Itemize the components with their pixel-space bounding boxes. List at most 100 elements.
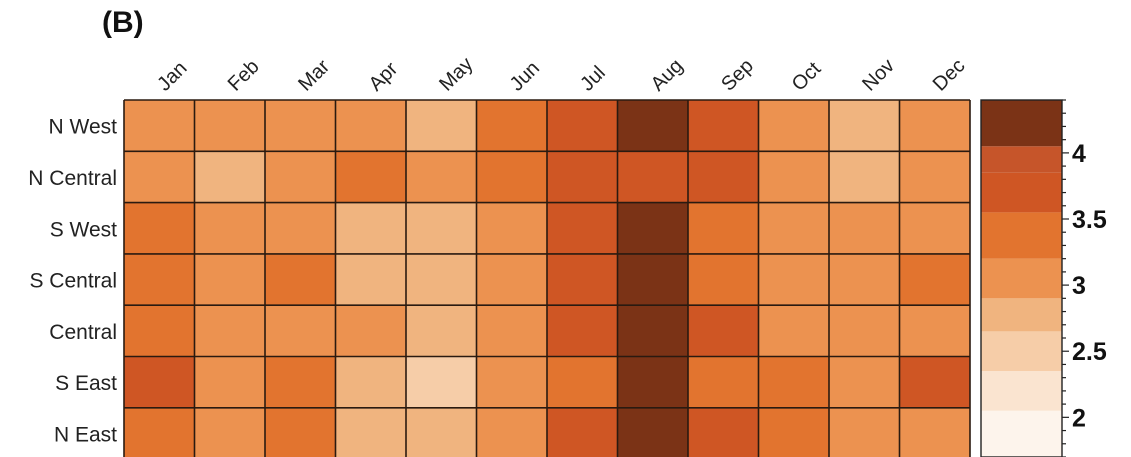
heatmap-cell bbox=[194, 253, 265, 306]
colorbar-tick-label: 4 bbox=[1072, 140, 1086, 168]
heatmap-cell bbox=[617, 305, 688, 357]
heatmap-cell bbox=[194, 356, 265, 408]
row-label: S Central bbox=[29, 270, 117, 293]
heatmap-cell bbox=[829, 151, 900, 203]
heatmap-cell bbox=[124, 100, 195, 152]
heatmap-cell bbox=[265, 202, 336, 254]
heatmap-cell bbox=[758, 253, 829, 306]
heatmap-cell bbox=[899, 253, 970, 306]
heatmap-cell bbox=[406, 305, 477, 357]
heatmap-cell bbox=[617, 151, 688, 203]
colorbar-frame bbox=[980, 99, 1063, 457]
row-label: Central bbox=[49, 321, 117, 344]
heatmap-cell bbox=[335, 151, 406, 203]
colorbar-bin bbox=[981, 100, 1062, 147]
heatmap-cell bbox=[758, 356, 829, 408]
heatmap-cell bbox=[335, 305, 406, 357]
heatmap-cell bbox=[476, 305, 547, 357]
heatmap-cell bbox=[406, 407, 477, 457]
column-label: May bbox=[435, 53, 477, 95]
heatmap-cell bbox=[265, 305, 336, 357]
heatmap-cell bbox=[899, 305, 970, 357]
heatmap-cell bbox=[829, 407, 900, 457]
heatmap-cell bbox=[194, 151, 265, 203]
colorbar-bin bbox=[981, 371, 1062, 411]
heatmap-cell bbox=[124, 356, 195, 408]
heatmap-cell bbox=[688, 100, 759, 152]
heatmap-cell bbox=[829, 253, 900, 306]
heatmap-cell bbox=[335, 202, 406, 254]
heatmap-cell bbox=[899, 356, 970, 408]
column-labels: Jan Feb Mar Apr May Jun Jul Aug Sep Oct Nov Dec bbox=[153, 53, 969, 95]
heatmap-cell bbox=[124, 305, 195, 357]
column-label: Oct bbox=[788, 58, 826, 96]
colorbar-tick-label: 3 bbox=[1072, 272, 1086, 300]
heatmap-cell bbox=[758, 151, 829, 203]
heatmap-cell bbox=[758, 100, 829, 152]
heatmap-cell bbox=[688, 407, 759, 457]
colorbar-bin bbox=[981, 331, 1062, 372]
colorbar-bin bbox=[981, 212, 1062, 259]
heatmap-cell bbox=[194, 100, 265, 152]
heatmap-cell bbox=[124, 151, 195, 203]
heatmap-cell bbox=[265, 253, 336, 306]
column-label: Dec bbox=[929, 55, 970, 96]
row-labels: N West N Central S West S Central Central S E… bbox=[28, 116, 117, 447]
colorbar-tick-label: 3.5 bbox=[1072, 206, 1107, 234]
heatmap-cell bbox=[476, 202, 547, 254]
heatmap-cell bbox=[547, 202, 618, 254]
heatmap-cell bbox=[335, 407, 406, 457]
heatmap-cell bbox=[617, 407, 688, 457]
heatmap-cell bbox=[476, 151, 547, 203]
heatmap-cell bbox=[406, 253, 477, 306]
heatmap-cell bbox=[406, 202, 477, 254]
heatmap-cell bbox=[547, 253, 618, 306]
heatmap-cell bbox=[194, 202, 265, 254]
heatmap-cell bbox=[265, 356, 336, 408]
column-label: Jul bbox=[576, 62, 610, 96]
column-label: Sep bbox=[717, 55, 758, 96]
colorbar-bin bbox=[981, 298, 1062, 332]
heatmap-cell bbox=[829, 305, 900, 357]
column-label: Nov bbox=[858, 55, 899, 96]
column-label: Aug bbox=[647, 55, 688, 96]
column-label: Feb bbox=[224, 56, 264, 96]
heatmap-cell bbox=[194, 407, 265, 457]
heatmap-cell bbox=[899, 151, 970, 203]
heatmap-cell bbox=[617, 100, 688, 152]
heatmap-cell bbox=[758, 305, 829, 357]
heatmap-cell bbox=[547, 100, 618, 152]
heatmap-cell bbox=[406, 100, 477, 152]
heatmap-cell bbox=[124, 407, 195, 457]
heatmap-cell bbox=[688, 253, 759, 306]
heatmap-cell bbox=[335, 253, 406, 306]
row-label: N East bbox=[54, 423, 117, 446]
heatmap-cell bbox=[124, 253, 195, 306]
row-label: S East bbox=[55, 372, 117, 395]
heatmap-cell bbox=[758, 407, 829, 457]
colorbar-tick-label: 2 bbox=[1072, 404, 1086, 432]
heatmap-cell bbox=[406, 151, 477, 203]
heatmap-cell bbox=[688, 305, 759, 357]
column-label: Jan bbox=[153, 57, 191, 95]
heatmap-cell bbox=[476, 253, 547, 306]
heatmap-cell bbox=[899, 100, 970, 152]
row-label: N West bbox=[49, 116, 118, 139]
column-label: Jun bbox=[506, 57, 544, 95]
heatmap-cell bbox=[547, 356, 618, 408]
colorbar-tick-label: 2.5 bbox=[1072, 338, 1107, 366]
heatmap-cell bbox=[617, 202, 688, 254]
colorbar-bin bbox=[981, 172, 1062, 213]
heatmap-cell bbox=[476, 407, 547, 457]
heatmap-cells bbox=[124, 100, 970, 457]
heatmap-cell bbox=[547, 151, 618, 203]
heatmap-cell bbox=[194, 305, 265, 357]
row-label: S West bbox=[50, 218, 117, 241]
column-label: Apr bbox=[365, 58, 403, 96]
heatmap-cell bbox=[688, 356, 759, 408]
heatmap-cell bbox=[124, 202, 195, 254]
heatmap-cell bbox=[265, 407, 336, 457]
heatmap-cell bbox=[547, 305, 618, 357]
heatmap-cell bbox=[335, 356, 406, 408]
